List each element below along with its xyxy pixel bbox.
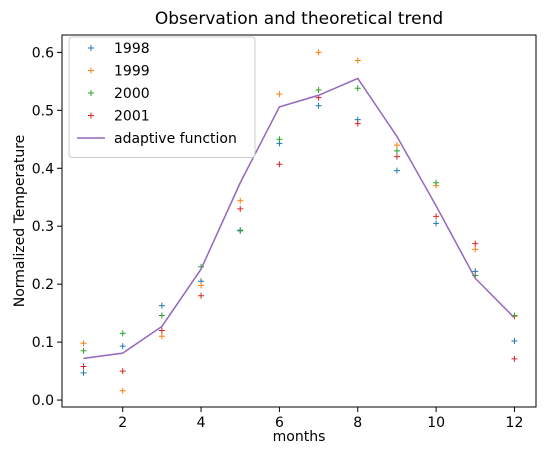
legend-marker [88,67,94,74]
data-point [80,369,87,376]
y-tick-label: 0.3 [32,219,54,235]
data-point [119,343,126,350]
data-point [315,102,322,109]
x-tick-label: 12 [506,415,524,431]
legend-label: 1999 [114,64,150,80]
data-point [511,337,518,344]
data-point [315,87,322,94]
x-tick-label: 2 [118,415,127,431]
y-axis-label: Normalized Temperature [12,135,28,308]
x-axis: 2 4 6 8 10 12 [118,407,523,431]
data-point [472,240,479,247]
data-point [354,57,361,64]
y-axis: 0.0 0.1 0.2 0.3 0.4 0.5 0.6 [32,45,62,409]
data-point [80,347,87,354]
y-tick-label: 0.2 [32,277,54,293]
y-tick-label: 0.5 [32,103,54,119]
data-point [276,91,283,98]
x-tick-label: 8 [353,415,362,431]
legend-label: 1998 [114,41,150,57]
data-point [119,368,126,375]
x-tick-label: 6 [275,415,284,431]
data-point [158,312,165,319]
data-point [237,205,244,212]
data-point [433,220,440,227]
data-point [80,340,87,347]
data-point [315,49,322,56]
y-tick-label: 0.1 [32,335,54,351]
data-point [237,197,244,204]
data-point [511,355,518,362]
data-point [393,167,400,174]
y-tick-label: 0.0 [32,393,54,409]
x-tick-label: 10 [427,415,445,431]
legend-label: adaptive function [114,131,237,147]
y-tick-label: 0.4 [32,161,54,177]
data-point [198,282,205,289]
data-point [198,292,205,299]
x-axis-label: months [273,429,326,445]
data-point [472,246,479,253]
x-tick-label: 4 [197,415,206,431]
data-point [237,227,244,234]
series-2000 [80,85,518,354]
legend-marker [88,45,94,51]
data-point [119,330,126,337]
data-point [119,387,126,394]
data-point [158,302,165,309]
data-point [433,213,440,220]
data-point [80,363,87,370]
legend: 1998 1999 2000 2001 adaptive function [68,36,256,158]
legend-marker [88,112,94,119]
data-point [393,147,400,154]
legend-label: 2001 [114,109,150,125]
data-point [276,161,283,168]
legend-marker [88,90,94,96]
data-point [158,327,165,334]
legend-box [68,36,256,158]
data-point [158,333,165,340]
data-point [393,142,400,149]
chart-title: Observation and theoretical trend [155,9,443,29]
legend-label: 2000 [114,86,150,102]
series-2001 [80,94,518,375]
data-point [433,179,440,186]
data-point [276,136,283,143]
data-point [393,153,400,160]
series-layer [80,49,518,394]
series-line-adaptive-function [83,77,515,360]
data-point [354,85,361,92]
data-point [354,120,361,127]
plot-area-frame [61,34,537,408]
y-tick-label: 0.6 [32,45,54,61]
